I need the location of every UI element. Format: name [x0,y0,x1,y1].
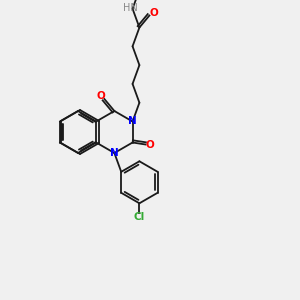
Text: O: O [97,91,106,101]
Text: O: O [145,140,154,149]
Text: N: N [110,148,119,158]
Text: Cl: Cl [134,212,145,222]
Text: O: O [149,8,158,17]
Text: HN: HN [123,3,138,13]
Text: N: N [128,116,137,127]
